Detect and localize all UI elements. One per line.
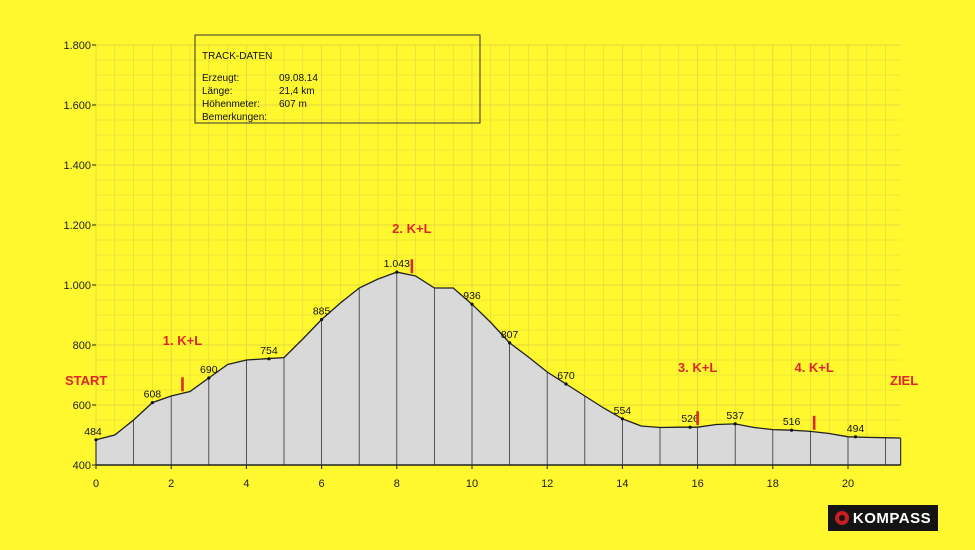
elevation-point [688,425,692,429]
y-tick-label: 1.000 [63,280,91,292]
elevation-label: 484 [84,426,102,438]
elevation-label: 526 [681,413,699,425]
x-tick-label: 18 [767,478,779,490]
elevation-point [94,438,98,442]
kompass-logo: KOMPASS [828,505,938,531]
info-row-length-value: 21,4 km [279,86,315,97]
elevation-point [267,357,271,361]
x-tick-label: 10 [466,478,478,490]
elevation-label: 494 [847,423,865,435]
elevation-point [564,382,568,386]
elevation-point [620,417,625,421]
y-tick-label: 800 [73,340,91,352]
y-tick-label: 1.600 [63,100,91,112]
elevation-label: 537 [726,410,744,422]
compass-icon [834,511,849,525]
x-tick-label: 0 [93,478,99,490]
elevation-point [470,302,474,306]
elevation-label: 608 [144,389,162,401]
x-tick-label: 4 [243,478,249,490]
y-tick-label: 400 [73,460,91,472]
markers: 1. K+L 2. K+L 3. K+L 4. K+L [163,221,834,430]
elevation-point [207,376,211,380]
refreshment-label: 1. K+L [163,333,202,348]
refreshment-label: 4. K+L [794,360,833,375]
elevation-point [508,341,512,345]
x-tick-label: 8 [394,478,400,490]
profile-outline [95,271,901,441]
elevation-point [150,401,154,405]
elevation-point [790,428,794,432]
elevation-point [320,317,324,322]
axes: 400 600 800 1.000 1.200 1.400 1.600 1.800 0 2 4 6 8 1… [63,40,901,490]
refreshment-label: 2. K+L [392,221,431,236]
elevation-point [395,270,399,274]
y-tick-label: 1.800 [63,40,91,52]
info-row-created-value: 09.08.14 [279,73,318,84]
x-tick-label: 14 [616,478,628,490]
info-row-created-key: Erzeugt: [202,73,239,84]
x-tick-label: 6 [319,478,325,490]
elevation-label: 885 [313,306,331,318]
y-tick-label: 1.400 [63,160,91,172]
y-tick-label: 1.200 [63,220,91,232]
elevation-label: 936 [463,290,481,302]
refreshment-label: 3. K+L [678,360,717,375]
info-row-notes-key: Bemerkungen: [202,112,267,123]
info-row-ascent-value: 607 m [279,99,307,110]
elevation-label: 754 [260,345,278,357]
start-label: START [65,373,107,388]
profile-area [95,271,902,465]
elevation-label: 516 [783,416,801,428]
info-box-title: TRACK-DATEN [202,51,272,62]
elevation-label: 807 [501,329,519,341]
info-row-length-key: Länge: [202,86,233,97]
profile-fill [96,272,901,465]
elevation-label: 690 [200,364,218,376]
x-tick-label: 12 [541,478,553,490]
brand-name: KOMPASS [852,509,932,527]
elevation-label: 1.043 [384,258,410,270]
x-tick-label: 2 [168,478,174,490]
track-info-box: TRACK-DATEN Erzeugt: 09.08.14 Länge: 21,… [194,34,481,124]
elevation-point [733,422,737,426]
elevation-labels: 484 608 690 754 885 1.043 936 807 670 554 526 537 51… [84,258,865,442]
x-tick-label: 16 [691,478,703,490]
elevation-label: 670 [557,370,575,382]
elevation-label: 554 [614,405,632,417]
elevation-point [853,435,858,439]
end-label: ZIEL [890,373,918,388]
x-tick-label: 20 [842,478,854,490]
y-tick-label: 600 [73,400,91,412]
info-box-frame [194,34,481,124]
info-row-ascent-key: Höhenmeter: [202,99,260,110]
